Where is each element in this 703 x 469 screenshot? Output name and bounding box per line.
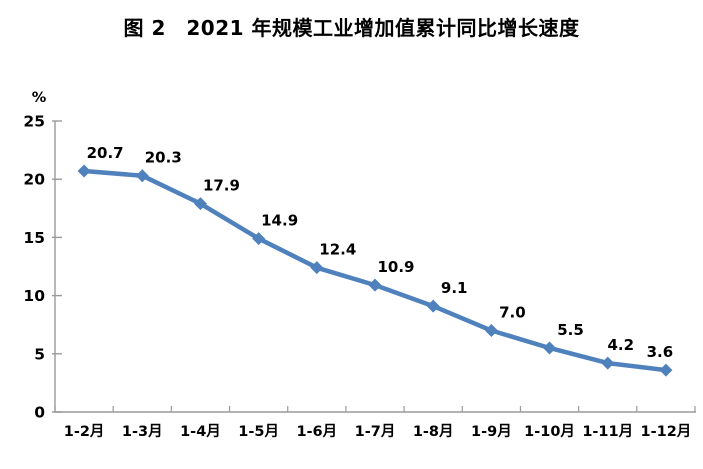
x-axis-label: 1-12月: [641, 423, 692, 440]
data-point-marker: [310, 261, 324, 275]
x-axis-label: 1-4月: [180, 423, 221, 440]
y-axis-unit-label: %: [32, 90, 47, 106]
data-point-marker: [368, 278, 382, 292]
data-point-label: 7.0: [499, 304, 526, 322]
x-axis-label: 1-10月: [524, 423, 575, 440]
data-point-marker: [659, 363, 673, 377]
data-point-label: 20.7: [87, 144, 124, 162]
x-axis-label: 1-3月: [122, 423, 163, 440]
data-point-marker: [193, 197, 207, 211]
data-point-marker: [543, 341, 557, 355]
x-axis-label: 1-6月: [296, 423, 337, 440]
data-point-label: 5.5: [557, 321, 584, 339]
x-axis-label: 1-5月: [238, 423, 279, 440]
data-point-marker: [426, 299, 440, 313]
x-axis-label: 1-8月: [413, 423, 454, 440]
y-axis-tick-label: 20: [23, 171, 45, 189]
x-axis-label: 1-11月: [582, 423, 633, 440]
x-axis-label: 1-7月: [355, 423, 396, 440]
y-axis-tick-label: 0: [34, 404, 45, 422]
data-point-marker: [252, 232, 266, 246]
data-point-marker: [601, 356, 615, 370]
data-point-label: 14.9: [261, 212, 298, 230]
data-point-label: 20.3: [145, 149, 182, 167]
chart-title: 图 2 2021 年规模工业增加值累计同比增长速度: [123, 16, 580, 40]
x-axis-label: 1-2月: [64, 423, 105, 440]
data-point-label: 9.1: [441, 279, 468, 297]
y-axis-tick-label: 5: [34, 345, 45, 363]
y-axis-tick-label: 15: [23, 229, 45, 247]
data-line: [81, 168, 669, 373]
data-point-marker: [77, 164, 91, 178]
y-axis-tick-label: 25: [23, 113, 45, 131]
data-point-marker: [135, 169, 149, 183]
data-point-marker: [484, 324, 498, 338]
y-axis-tick-label: 10: [23, 287, 45, 305]
line-chart-canvas: 0 5 10 15 20 25% 1-2月 1-3月 1-4月 1-5月 1-6月 1-7月 1-8月 1…: [23, 90, 696, 440]
data-point-label: 3.6: [647, 343, 674, 361]
data-point-label: 17.9: [203, 177, 240, 195]
x-axis-label: 1-9月: [471, 423, 512, 440]
data-point-label: 4.2: [607, 336, 634, 354]
data-point-label: 12.4: [319, 241, 356, 259]
data-point-label: 10.9: [377, 258, 414, 276]
